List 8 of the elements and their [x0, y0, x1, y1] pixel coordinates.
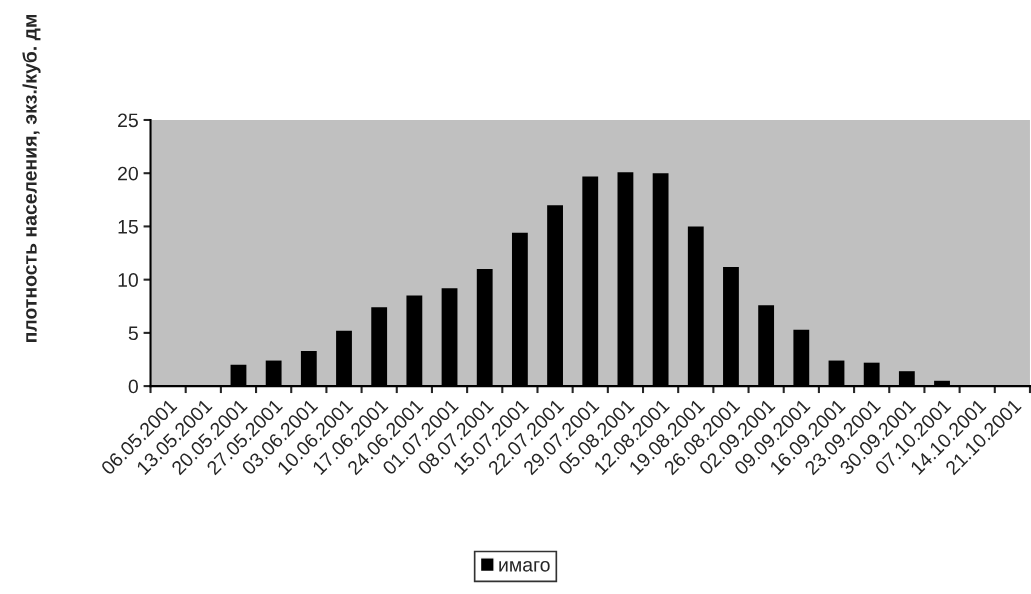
y-tick-label: 20	[118, 166, 138, 181]
y-tick-label: 5	[128, 326, 138, 341]
legend-label: имаго	[499, 560, 550, 572]
y-tick-label: 0	[128, 379, 138, 394]
y-tick-label: 10	[118, 273, 138, 287]
y-axis-title: плотность населения, экз./куб. дм	[22, 15, 41, 343]
y-tick-label: 25	[118, 113, 138, 128]
y-tick-label: 15	[118, 220, 138, 234]
